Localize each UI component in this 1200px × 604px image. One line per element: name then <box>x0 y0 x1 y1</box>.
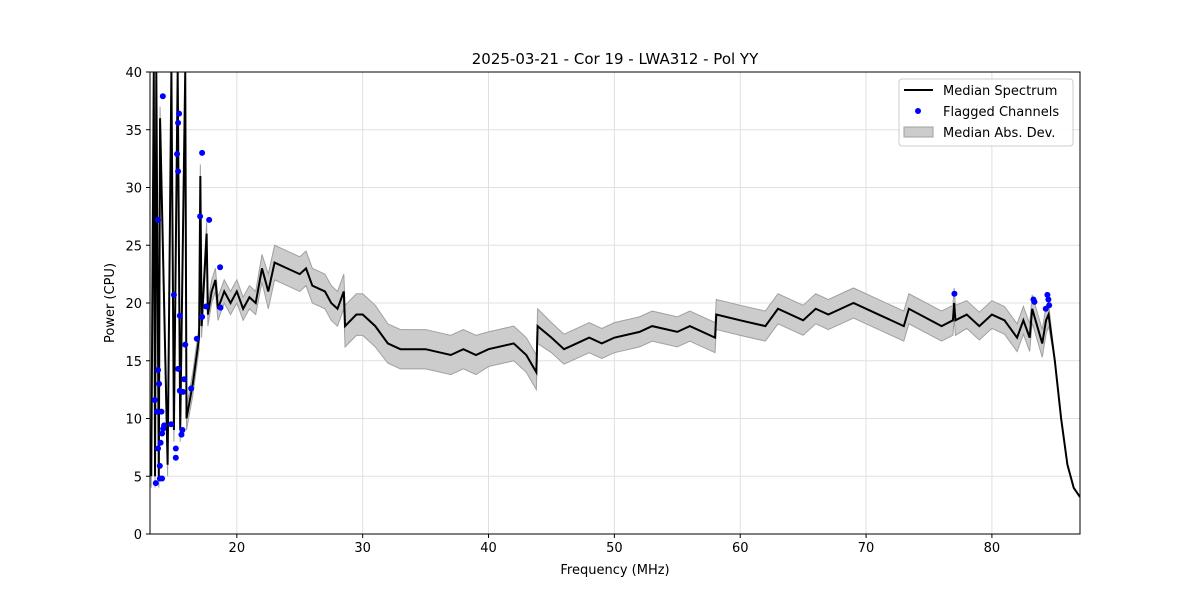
flagged-channel-point <box>1045 296 1052 303</box>
flagged-channel-point <box>158 408 165 415</box>
y-axis-label: Power (CPU) <box>103 263 118 343</box>
flagged-channel-point <box>175 119 182 126</box>
flagged-channel-point <box>181 376 188 383</box>
flagged-channel-point <box>180 388 187 395</box>
flagged-channel-point <box>182 341 189 348</box>
x-tick-label: 70 <box>858 541 875 556</box>
flagged-channel-point <box>1031 298 1038 305</box>
flagged-channel-point <box>1042 305 1049 312</box>
flagged-channel-point <box>155 445 162 452</box>
legend-median-label: Median Spectrum <box>943 84 1057 99</box>
flagged-channel-point <box>199 313 206 320</box>
flagged-channel-point <box>176 312 183 319</box>
flagged-channel-point <box>176 110 183 117</box>
flagged-channel-point <box>154 408 161 415</box>
flagged-channel-point <box>160 425 167 432</box>
flagged-channel-point <box>199 149 206 156</box>
y-tick-label: 40 <box>125 66 142 81</box>
legend-mad-swatch <box>903 126 934 138</box>
y-tick-label: 10 <box>125 413 142 428</box>
flagged-channel-point <box>217 264 224 271</box>
x-tick-label: 60 <box>732 541 749 556</box>
flagged-channel-point <box>172 445 179 452</box>
x-tick-label: 30 <box>354 541 371 556</box>
flagged-channel-point <box>951 290 958 297</box>
flagged-channel-point <box>217 304 224 311</box>
flagged-channel-point <box>206 216 213 223</box>
flagged-channel-point <box>152 480 159 487</box>
flagged-channel-point <box>159 93 166 100</box>
x-tick-label: 50 <box>606 541 623 556</box>
y-tick-label: 5 <box>134 470 142 485</box>
y-tick-label: 30 <box>125 182 142 197</box>
flagged-channel-point <box>159 475 166 482</box>
flagged-channel-point <box>155 216 162 223</box>
flagged-channel-point <box>178 431 185 438</box>
flagged-channel-point <box>175 365 182 372</box>
flagged-channel-point <box>151 397 158 404</box>
x-tick-label: 40 <box>480 541 497 556</box>
x-tick-label: 80 <box>984 541 1001 556</box>
y-tick-label: 20 <box>125 297 142 312</box>
legend-box <box>898 78 1074 147</box>
chart-title: 2025-03-21 - Cor 19 - LWA312 - Pol YY <box>472 50 759 68</box>
flagged-channel-point <box>1044 291 1051 298</box>
flagged-channel-point <box>168 421 175 428</box>
y-tick-label: 25 <box>125 239 142 254</box>
legend-flagged-swatch <box>915 108 921 114</box>
legend-flagged-label: Flagged Channels <box>943 105 1059 120</box>
x-tick-label: 20 <box>229 541 246 556</box>
flagged-channel-point <box>157 439 164 446</box>
flagged-channel-point <box>172 454 179 461</box>
legend: Median Spectrum Flagged Channels Median … <box>898 78 1074 147</box>
flagged-channel-point <box>156 380 163 387</box>
flagged-channel-point <box>155 366 162 373</box>
flagged-channel-point <box>203 303 210 310</box>
flagged-channel-point <box>174 151 181 158</box>
y-tick-label: 15 <box>125 355 142 370</box>
flagged-channel-point <box>156 462 163 469</box>
flagged-channel-point <box>188 385 195 392</box>
flagged-channel-point <box>193 335 200 342</box>
median-spectrum-line <box>150 72 1080 498</box>
y-tick-label: 35 <box>125 124 142 139</box>
y-tick-label: 0 <box>134 528 142 543</box>
flagged-channel-point <box>175 168 182 175</box>
flagged-channel-point <box>179 427 186 434</box>
flagged-channel-point <box>159 430 166 437</box>
flagged-channel-point <box>170 291 177 298</box>
x-axis-label: Frequency (MHz) <box>560 563 669 578</box>
legend-mad-label: Median Abs. Dev. <box>943 126 1055 141</box>
flagged-channel-point <box>197 213 204 220</box>
